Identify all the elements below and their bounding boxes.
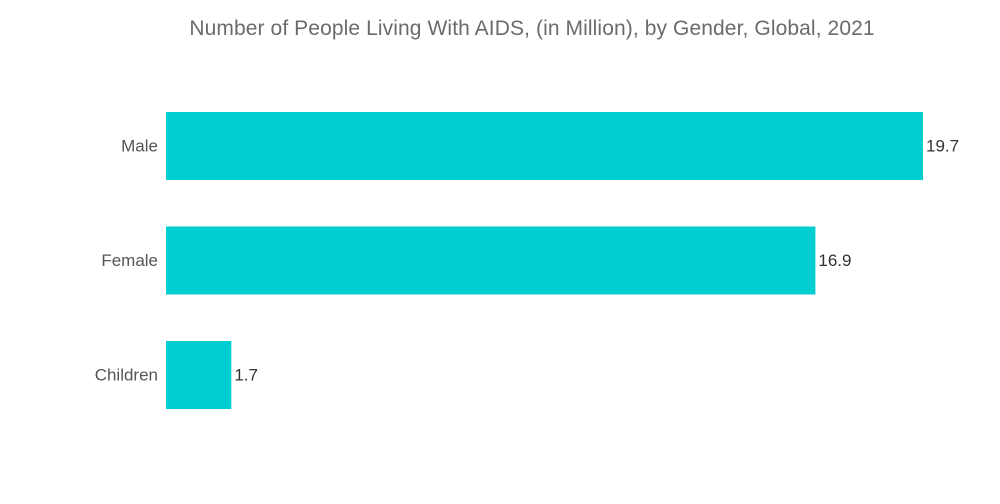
chart-title: Number of People Living With AIDS, (in M…	[189, 17, 875, 40]
value-label-children: 1.7	[234, 366, 258, 385]
bar-male	[166, 112, 923, 180]
value-label-female: 16.9	[818, 251, 851, 270]
bar-female	[166, 226, 816, 295]
category-label-children: Children	[95, 366, 158, 385]
category-label-female: Female	[101, 251, 158, 270]
value-labels: 19.7 16.9 1.7	[234, 137, 959, 385]
category-label-male: Male	[121, 137, 158, 156]
value-label-male: 19.7	[926, 137, 959, 156]
bars-layer	[166, 112, 923, 409]
bar-children	[166, 341, 232, 409]
category-labels: Male Female Children	[95, 137, 158, 385]
